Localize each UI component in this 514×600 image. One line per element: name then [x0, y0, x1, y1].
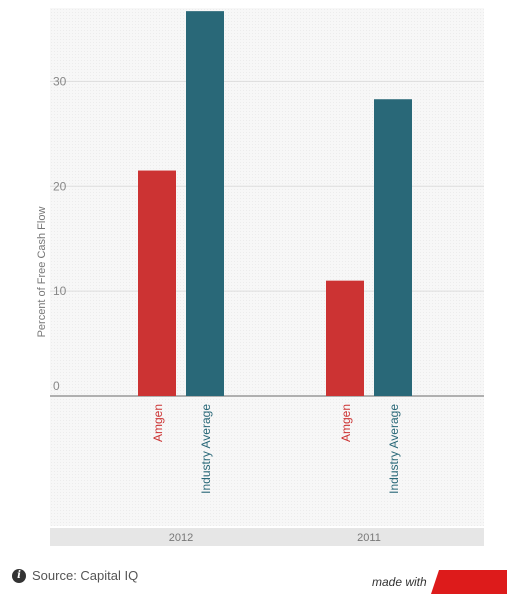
bar-label: Amgen — [339, 404, 353, 442]
source-text: Source: Capital IQ — [32, 568, 139, 583]
info-icon: i — [12, 568, 26, 583]
bar-label: Amgen — [151, 404, 165, 442]
source-note: i Source: Capital IQ — [12, 568, 138, 583]
made-with-badge[interactable]: made with — [372, 570, 507, 594]
group-label: 2012 — [169, 532, 193, 544]
brand-logo — [430, 570, 507, 594]
plot-area — [50, 8, 484, 526]
y-axis-title: Percent of Free Cash Flow — [36, 207, 48, 338]
group-label: 2011 — [357, 532, 381, 544]
bar-industry-average-2012 — [186, 11, 224, 397]
bar-amgen-2011 — [326, 280, 364, 396]
bar-label: Industry Average — [199, 404, 213, 494]
category-band — [50, 528, 484, 546]
y-tick-label: 20 — [53, 179, 67, 193]
bar-amgen-2012 — [138, 170, 176, 396]
made-with-text: made with — [372, 575, 427, 589]
y-tick-label: 0 — [53, 379, 60, 393]
y-tick-label: 10 — [53, 284, 67, 298]
bar-label: Industry Average — [387, 404, 401, 494]
bar-industry-average-2011 — [374, 99, 412, 397]
y-tick-label: 30 — [53, 74, 67, 88]
